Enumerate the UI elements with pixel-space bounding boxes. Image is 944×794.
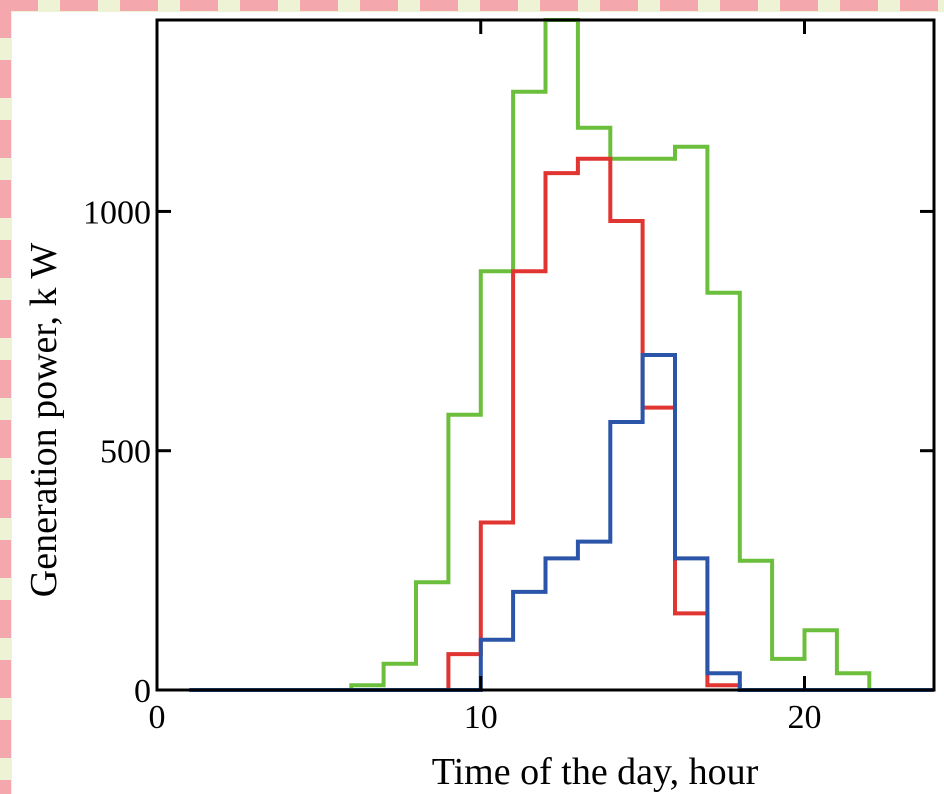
series-line-1 [189, 18, 934, 692]
y-tick-label: 0 [134, 673, 151, 710]
x-tick-label: 20 [788, 699, 822, 736]
y-tick-label: 500 [100, 434, 151, 471]
x-tick-label: 0 [149, 699, 166, 736]
y-tick-label: 1000 [83, 194, 151, 231]
axis-ticks: 0 10 20 0 500 1000 [83, 20, 934, 736]
x-axis-label: Time of the day, hour [432, 751, 759, 793]
y-axis-label: Generation power, k W [23, 243, 65, 598]
x-tick-label: 10 [464, 699, 498, 736]
plot-frame [155, 18, 936, 692]
